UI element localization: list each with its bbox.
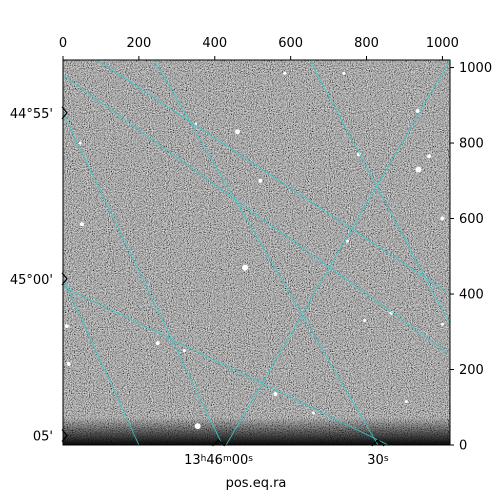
plot-frame <box>62 59 451 446</box>
ra-tick-unit: s <box>248 454 253 464</box>
right-tick-label: 600 <box>459 212 484 227</box>
dec-tick-mark <box>61 429 68 442</box>
top-tick-label: 800 <box>354 36 379 51</box>
top-tick-label: 600 <box>278 36 303 51</box>
star <box>415 108 420 113</box>
star <box>283 71 287 75</box>
top-tick-label: 400 <box>202 36 227 51</box>
grid-line <box>63 286 390 445</box>
ra-tick-unit: s <box>384 454 389 464</box>
star <box>66 361 71 366</box>
star <box>440 322 444 326</box>
star <box>242 264 249 271</box>
ra-tick-value: 30 <box>367 453 384 468</box>
grid-line <box>63 278 140 445</box>
right-tick-label: 0 <box>459 439 467 454</box>
dec-tick-label: 44°55' <box>10 107 53 122</box>
grid-line <box>153 60 379 445</box>
x-axis-label: pos.eq.ra <box>226 476 287 491</box>
dec-tick-mark <box>61 272 68 286</box>
top-pixel-axis: 0 200 400 600 800 1000 <box>59 36 459 60</box>
star <box>194 423 201 430</box>
grid-line <box>225 60 450 445</box>
star <box>182 349 186 353</box>
star <box>78 141 82 145</box>
coordinate-grid <box>63 60 450 445</box>
star <box>311 411 315 415</box>
image-bottom-shadow <box>63 418 450 445</box>
right-pixel-axis: 0 200 400 600 800 1000 <box>450 61 492 454</box>
grid-line <box>63 74 450 355</box>
ra-tick-mark <box>371 439 385 447</box>
left-dec-axis: 44°55' 45°00' 05' <box>10 106 68 445</box>
star <box>363 318 367 322</box>
star <box>346 239 350 243</box>
right-tick-label: 1000 <box>459 61 492 76</box>
sky-image <box>63 60 450 445</box>
star <box>64 324 69 329</box>
star <box>342 71 346 75</box>
star <box>235 129 241 135</box>
ra-tick-mark <box>212 439 225 447</box>
ra-tick-label: 30s <box>367 453 389 468</box>
dec-tick-label: 45°00' <box>10 273 53 288</box>
star <box>440 216 445 221</box>
star <box>273 392 278 397</box>
top-tick-label: 1000 <box>426 36 459 51</box>
ra-tick-value: 46 <box>206 453 223 468</box>
grid-line <box>309 60 450 325</box>
star <box>155 341 160 346</box>
bottom-ra-axis: 13h46m00s 30s <box>184 439 389 468</box>
ra-tick-unit: h <box>201 454 207 464</box>
dec-tick-mark <box>61 106 68 120</box>
ra-tick-label: 13h46m00s <box>184 453 253 468</box>
image-noise <box>63 60 450 445</box>
ra-tick-value: 00 <box>232 453 249 468</box>
right-tick-label: 200 <box>459 363 484 378</box>
star <box>404 400 408 404</box>
star <box>258 178 263 183</box>
right-tick-label: 400 <box>459 288 484 303</box>
top-tick-label: 200 <box>126 36 151 51</box>
star <box>79 222 84 227</box>
ra-tick-value: 13 <box>184 453 201 468</box>
star <box>389 310 394 315</box>
dec-tick-label: 05' <box>33 430 53 445</box>
top-tick-label: 0 <box>59 36 67 51</box>
ra-tick-unit: m <box>223 454 232 464</box>
right-tick-label: 800 <box>459 137 484 152</box>
grid-line <box>96 60 450 295</box>
star <box>427 154 432 159</box>
grid-line <box>63 112 223 445</box>
star <box>415 166 422 173</box>
